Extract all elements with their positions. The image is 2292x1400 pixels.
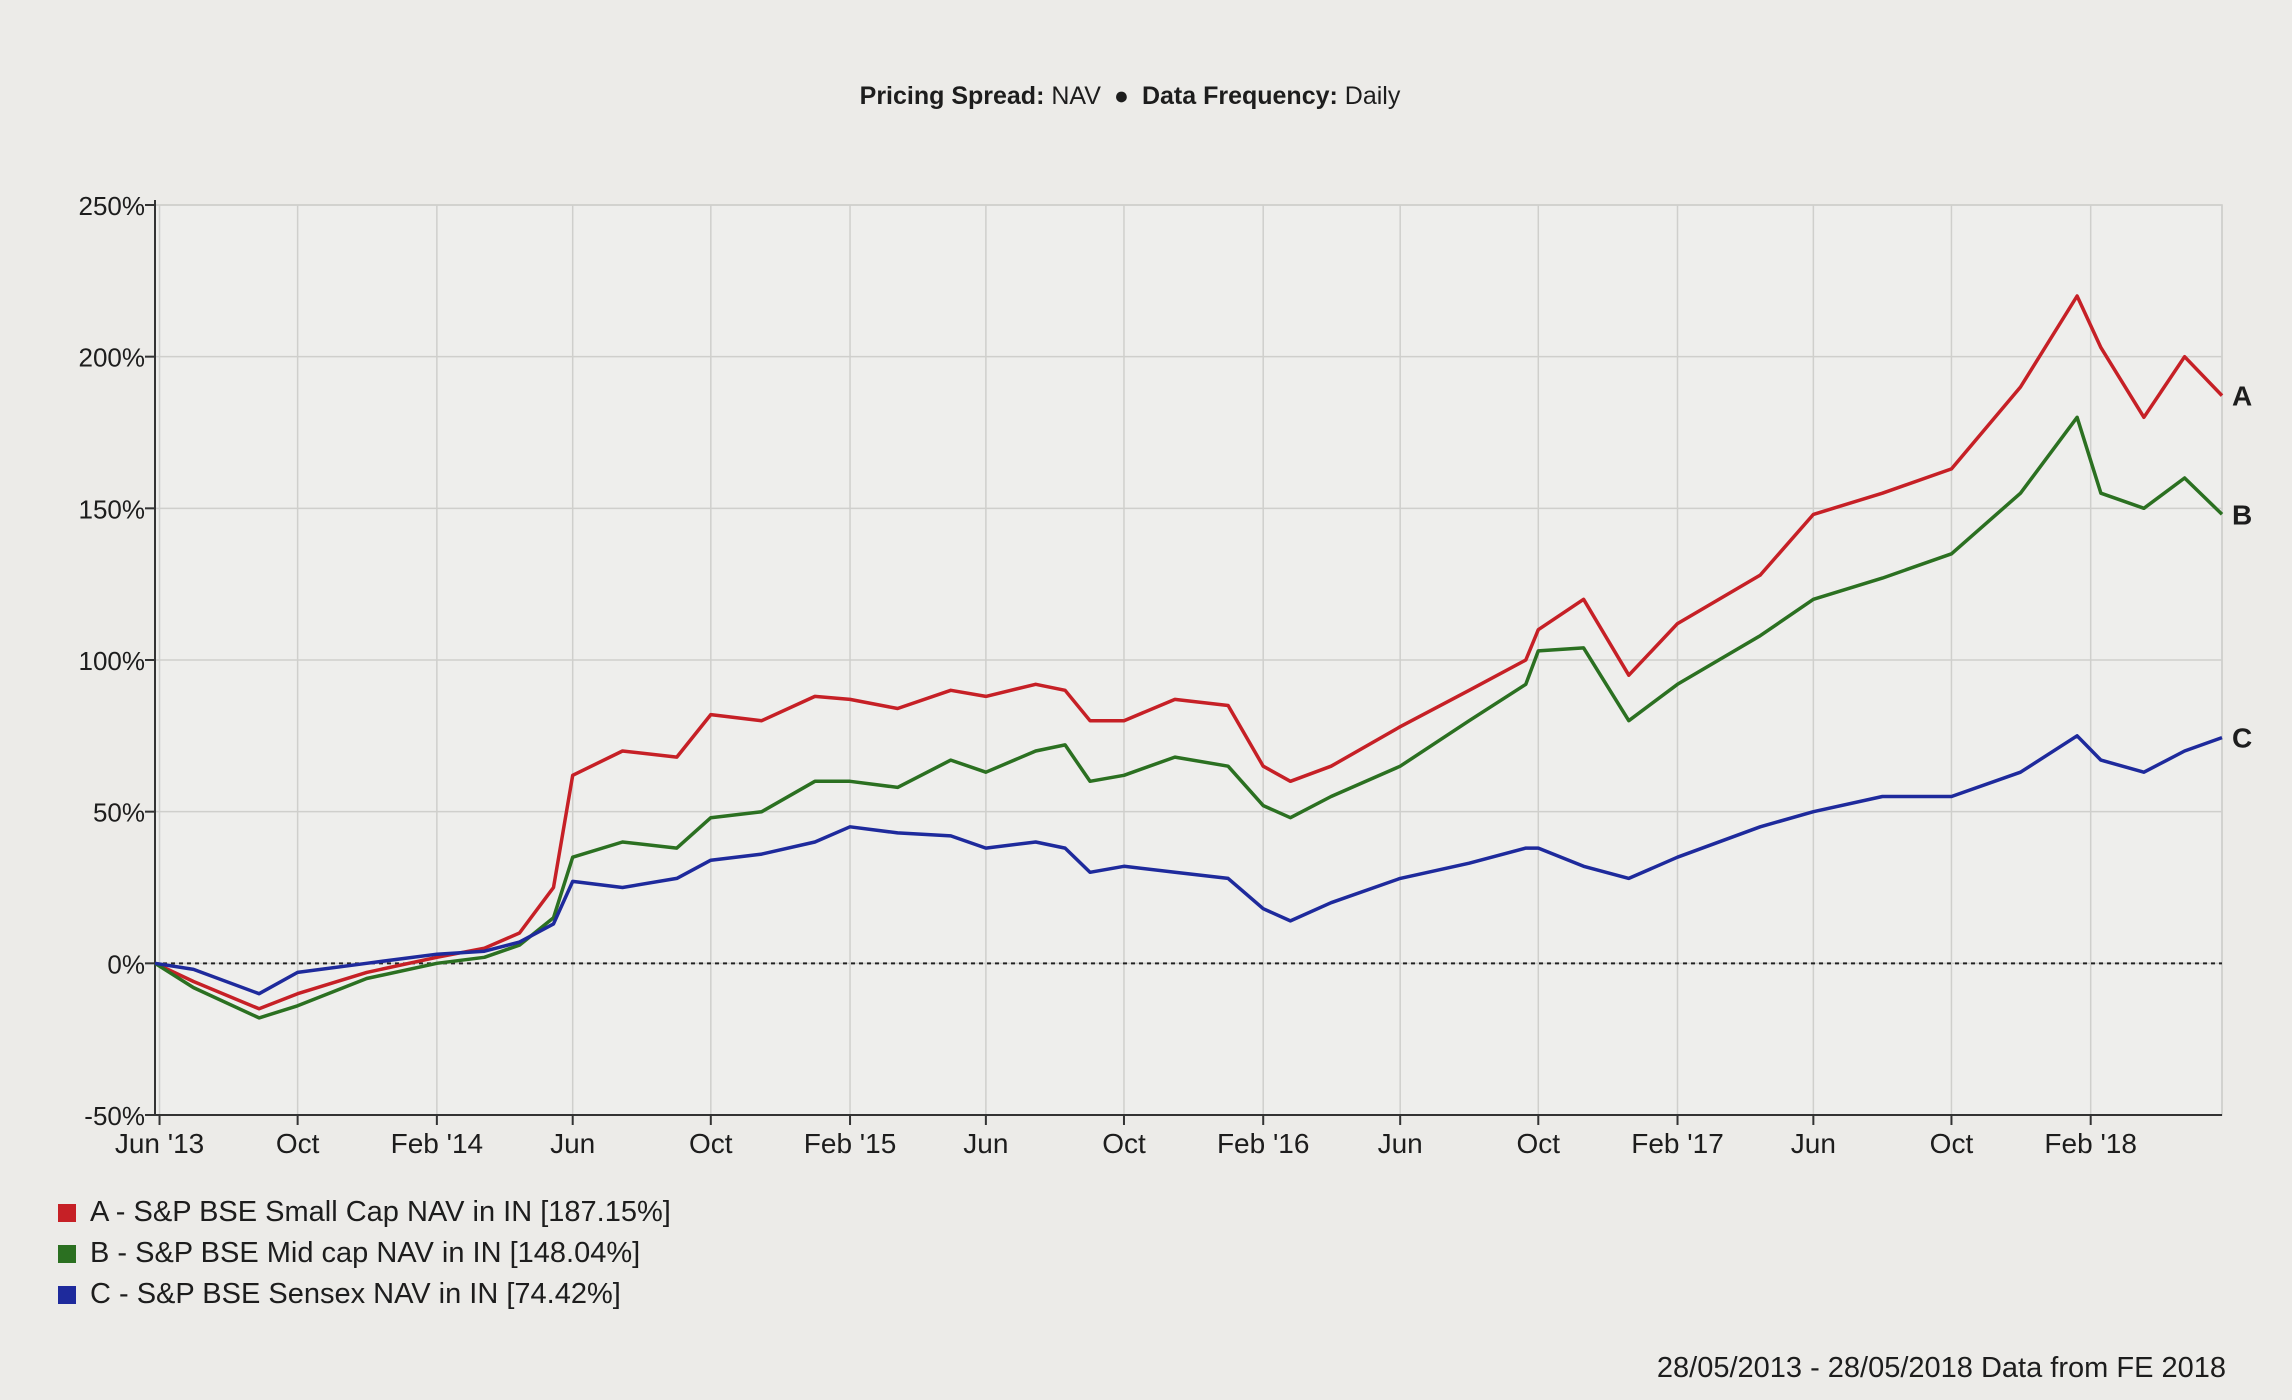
y-tick-label: 50% — [93, 798, 145, 828]
x-tick-label: Oct — [689, 1128, 733, 1159]
x-tick-label: Oct — [1930, 1128, 1974, 1159]
axis-layer: -50% 0% 50% 100% 150% 200% 250% Jun '13 Oct Feb '… — [79, 191, 2222, 1159]
y-tick-label: 250% — [79, 191, 146, 221]
legend-item-c: C - S&P BSE Sensex NAV in IN [74.42%] — [58, 1274, 671, 1315]
x-tick-label: Oct — [276, 1128, 320, 1159]
y-tick-label: 150% — [79, 494, 146, 524]
legend-swatch-b — [58, 1244, 76, 1263]
x-tick-label: Feb '16 — [1217, 1128, 1310, 1159]
footer-note: 28/05/2013 - 28/05/2018 Data from FE 201… — [1656, 1352, 2226, 1384]
data-frequency-label: Data Frequency: — [1141, 82, 1338, 110]
legend-label-c: C - S&P BSE Sensex NAV in IN [74.42%] — [90, 1278, 621, 1310]
grid-layer — [154, 204, 2223, 1116]
legend-label-a: A - S&P BSE Small Cap NAV in IN [187.15%… — [90, 1196, 671, 1228]
series-end-label-c: C — [2232, 723, 2252, 754]
x-tick-label: Feb '14 — [391, 1128, 484, 1159]
legend-item-a: A - S&P BSE Small Cap NAV in IN [187.15%… — [58, 1192, 671, 1233]
series-line-c — [154, 734, 2223, 996]
y-tick-label: -50% — [84, 1101, 145, 1131]
x-tick-label: Feb '17 — [1631, 1128, 1724, 1159]
x-tick-label: Feb '15 — [804, 1128, 897, 1159]
y-tick-label: 100% — [79, 646, 146, 676]
y-tick-label: 0% — [107, 949, 145, 979]
legend-swatch-c — [58, 1285, 76, 1304]
data-frequency-value: Daily — [1344, 82, 1401, 110]
x-tick-label: Oct — [1517, 1128, 1561, 1159]
series-layer: A B C — [154, 294, 2252, 1020]
pricing-spread-value: NAV — [1051, 82, 1101, 110]
x-tick-label: Feb '18 — [2044, 1128, 2137, 1159]
legend: A - S&P BSE Small Cap NAV in IN [187.15%… — [58, 1192, 671, 1315]
legend-swatch-a — [58, 1203, 76, 1222]
chart-header: Pricing Spread: NAV ● Data Frequency: Da… — [0, 82, 2260, 111]
series-end-label-a: A — [2232, 381, 2252, 412]
x-tick-label: Jun — [963, 1128, 1008, 1159]
pricing-spread-label: Pricing Spread: — [859, 82, 1045, 110]
x-tick-label: Jun — [1378, 1128, 1423, 1159]
x-tick-label: Jun — [1791, 1128, 1836, 1159]
series-line-a — [154, 294, 2224, 1011]
header-separator: ● — [1113, 82, 1129, 110]
x-tick-label: Jun — [550, 1128, 595, 1159]
series-end-label-b: B — [2232, 499, 2252, 530]
x-tick-label: Jun '13 — [115, 1128, 204, 1159]
x-tick-label: Oct — [1102, 1128, 1146, 1159]
legend-label-b: B - S&P BSE Mid cap NAV in IN [148.04%] — [90, 1237, 641, 1269]
y-tick-label: 200% — [79, 343, 146, 373]
legend-item-b: B - S&P BSE Mid cap NAV in IN [148.04%] — [58, 1233, 671, 1274]
